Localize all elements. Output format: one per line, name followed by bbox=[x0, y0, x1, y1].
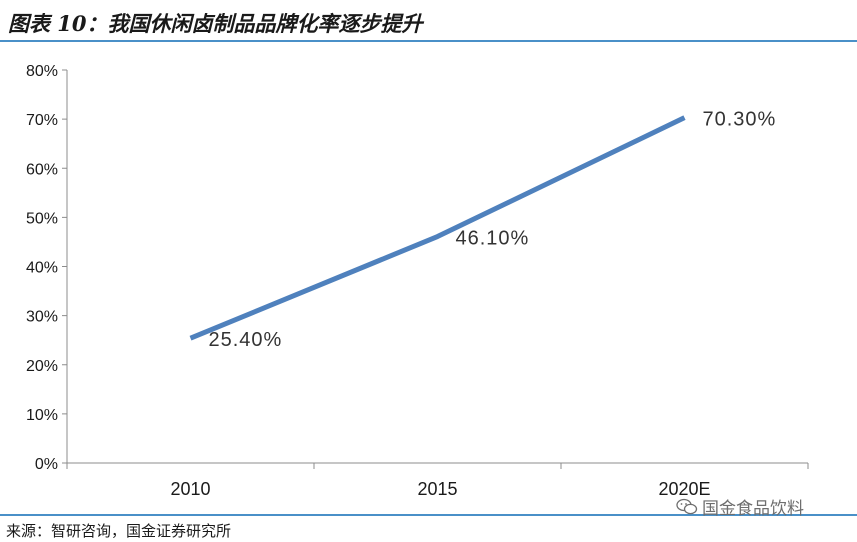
source-note: 来源：智研咨询，国金证券研究所 bbox=[6, 522, 232, 540]
y-tick-label: 60% bbox=[26, 161, 58, 178]
chart-data-labels: 25.40% 46.10% 70.30% bbox=[209, 109, 777, 352]
chart-series bbox=[189, 115, 686, 341]
y-tick-label: 0% bbox=[35, 456, 58, 473]
y-tick-label: 20% bbox=[26, 358, 58, 375]
data-label: 70.30% bbox=[703, 109, 777, 131]
y-tick-label: 80% bbox=[26, 63, 58, 80]
x-tick-label: 2020E bbox=[658, 479, 710, 499]
y-tick-label: 40% bbox=[26, 260, 58, 277]
footer-rule bbox=[0, 514, 857, 516]
series-line bbox=[189, 115, 686, 341]
data-label: 46.10% bbox=[456, 228, 530, 250]
watermark-text: 国金食品饮料 bbox=[702, 499, 804, 519]
data-label: 25.40% bbox=[209, 329, 283, 351]
line-chart: 0%10%20%30%40%50%60%70%80%2010 2015 2020E … bbox=[26, 63, 809, 499]
y-tick-label: 30% bbox=[26, 309, 58, 326]
x-tick-label: 2015 bbox=[417, 479, 457, 499]
y-tick-label: 10% bbox=[26, 407, 58, 424]
chart-axes: 0% 10% 20% 30% 40% 50% 60% 70% 80% 2010 2015 2020E bbox=[26, 63, 809, 499]
title-bar: 图表 10：我国休闲卤制品品牌化率逐步提升 bbox=[0, 0, 857, 42]
watermark: 国金食品饮料 bbox=[676, 494, 804, 519]
y-tick-label: 50% bbox=[26, 210, 58, 227]
x-tick-label: 2010 bbox=[170, 479, 210, 499]
wechat-icon bbox=[676, 498, 698, 514]
figure-title: 图表 10：我国休闲卤制品品牌化率逐步提升 bbox=[8, 11, 423, 36]
y-tick-label: 70% bbox=[26, 112, 58, 129]
